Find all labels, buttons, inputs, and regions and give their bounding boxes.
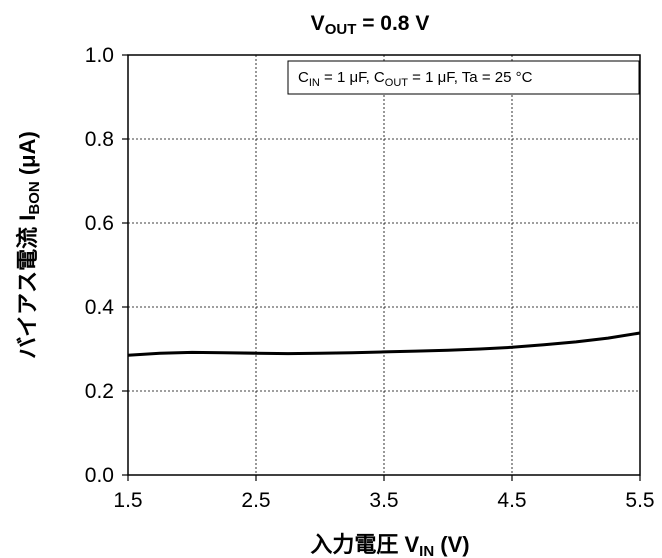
series-line [127,331,641,357]
y-tick-labels: 0.0 0.2 0.4 0.6 0.8 1.0 [85,44,115,487]
chart-title: VOUT = 0.8 V [311,12,430,38]
x-axis-label: 入力電圧 VIN (V) [310,532,469,558]
x-tick-label: 4.5 [497,489,526,512]
y-tick-label: 0.4 [85,296,115,319]
y-tick-label: 0.6 [85,212,114,235]
x-tick-labels: 1.5 2.5 3.5 4.5 5.5 [113,489,654,512]
x-tick-label: 2.5 [241,489,270,512]
x-tick-label: 1.5 [113,489,142,512]
y-tick-label: 0.8 [85,128,114,151]
x-tick-label: 3.5 [369,489,398,512]
y-tick-label: 0.0 [85,464,114,487]
series-layer [127,331,641,357]
annotation-text: CIN = 1 μF, COUT = 1 μF, Ta = 25 °C [298,69,533,89]
x-tick-label: 5.5 [625,489,654,512]
y-tick-label: 0.2 [85,380,114,403]
axis-ticks [122,54,641,481]
y-axis-label: バイアス電流 IBON (μA) [15,131,43,359]
annotation-box [287,60,640,95]
grid-lines [128,55,640,475]
y-tick-label: 1.0 [85,44,114,67]
